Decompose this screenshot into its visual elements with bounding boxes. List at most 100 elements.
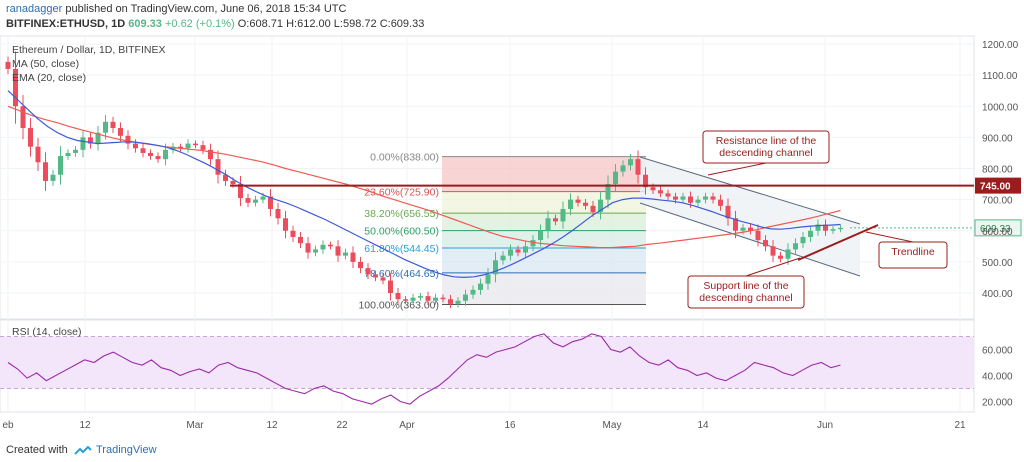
candle-body [620,165,626,172]
symbol-line: BITFINEX:ETHUSD, 1D 609.33 +0.62 (+0.1%)… [6,18,424,30]
candle-body [703,196,708,200]
candle-body [500,255,506,261]
rsi-line [7,333,841,405]
created-with: Created with [6,444,68,456]
candle-body [58,156,63,175]
candle-body [80,137,86,150]
time-tick: 14 [697,420,709,431]
candle-body [290,230,296,237]
candles [5,51,843,309]
price-tick: 900.00 [982,133,1013,144]
candle-body [245,198,251,203]
candle-body [238,184,243,199]
candle-body [403,299,408,301]
candle-body [358,261,363,269]
candle-body [223,174,228,181]
candle-body [470,289,476,295]
author-link[interactable]: ranadagger [6,3,63,15]
candle-body [718,199,723,206]
trendline-callout-pointer [865,231,914,243]
price-tick: 1200.00 [982,40,1019,51]
time-tick: 21 [954,420,966,431]
candle-body [838,227,843,230]
fib-zone [442,213,646,231]
candle-body [448,299,453,304]
candle-body [770,246,776,256]
time-axis[interactable]: eb 12 Mar 12 22 Apr 16 May 14 Jun 21 [2,420,966,431]
price-tick: 800.00 [982,165,1013,176]
candle-body [433,297,438,301]
price-tick: 600.00 [982,227,1013,238]
candle-body [163,149,168,160]
channel-fill [640,157,860,276]
fib-zone [442,272,646,305]
candle-body [688,196,693,203]
published-text: published on TradingView.com, June 06, 2… [65,3,347,15]
candle-body [643,174,648,188]
candle-body [110,121,116,129]
footer: Created with TradingView [0,440,1024,462]
candle-body [170,146,176,150]
symbol-name: BITFINEX:ETHUSD, 1D [6,18,126,30]
candle-body [155,156,161,160]
price-tick: 700.00 [982,196,1013,207]
candle-body [73,149,78,153]
fib-label: 0.00%(838.00) [370,152,439,164]
candle-body [28,128,33,147]
time-tick: eb [2,420,14,431]
time-tick: May [603,420,622,431]
ohlc-low: L:598.72 [333,18,377,30]
time-tick: 12 [79,420,91,431]
candle-body [793,243,798,250]
candle-body [538,230,543,241]
candle-body [133,143,138,149]
candle-body [125,135,131,144]
candle-body [808,230,813,237]
fib-label: 50.00%(600.50) [364,226,439,238]
candle-body [95,132,101,144]
candle-body [823,224,828,231]
candle-body [590,205,596,213]
time-tick: Apr [399,420,415,431]
candle-body [298,236,303,244]
legend-ma: MA (50, close) [12,58,80,70]
tradingview-link[interactable]: TradingView [96,444,157,456]
rsi-label: RSI (14, close) [12,326,82,338]
level-price-label: 745.00 [980,182,1011,193]
candle-body [440,297,446,300]
candle-body [185,143,191,149]
rsi-tick: 60.000 [982,346,1013,357]
time-tick: Jun [817,420,833,431]
candle-body [193,143,198,146]
chart-header: ranadagger published on TradingView.com,… [0,0,1024,34]
candle-body [200,145,206,150]
fib-label: 38.20%(656.55) [364,208,439,220]
candle-body [605,184,611,200]
candle-body [635,159,641,175]
candle-body [275,208,281,219]
candle-body [478,283,483,290]
fib-label: 23.60%(725.90) [364,187,439,199]
ohlc-open: O:608.71 [237,18,284,30]
candle-body [530,240,536,247]
ema20-line [7,90,841,279]
candle-body [763,240,768,247]
price-chart[interactable]: 0.00%(838.00) 23.60%(725.90) 38.20%(656.55… [0,0,1024,440]
current-price: 609.33 [128,18,162,30]
candle-body [118,128,123,136]
candle-body [13,68,18,107]
fib-zone [442,230,646,249]
trendline-callout-box [878,241,948,269]
candle-body [815,224,821,231]
time-tick: Mar [186,420,204,431]
candle-body [343,252,348,256]
candle-body [5,61,11,69]
rsi-band [0,336,974,389]
moving-averages [7,90,841,279]
candle-body [665,193,671,197]
channel-lower-line [639,202,861,277]
channel-upper-line [639,156,861,225]
candle-body [50,174,56,181]
price-axis[interactable]: 1200.00 1100.00 1000.00 900.00 800.00 700.00 6… [982,40,1019,300]
candle-body [778,255,783,259]
